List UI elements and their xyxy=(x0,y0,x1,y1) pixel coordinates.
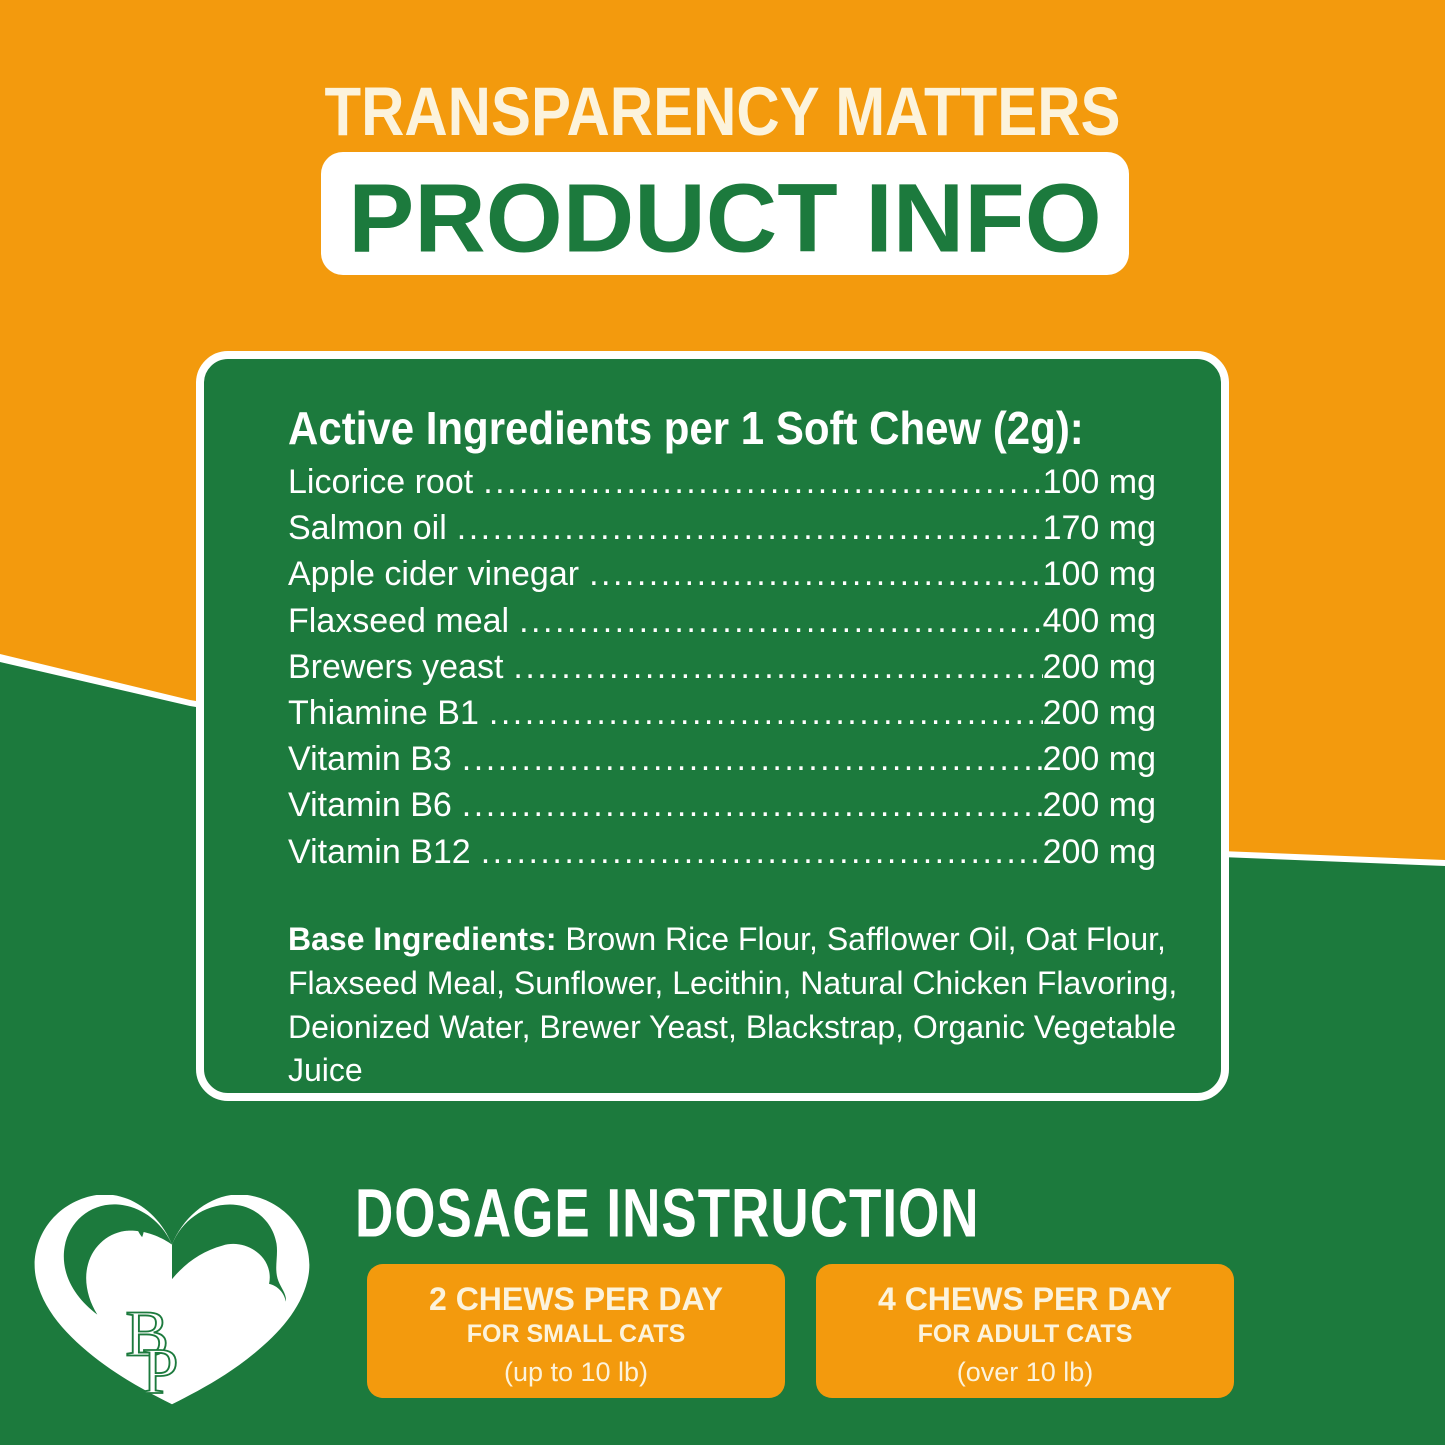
svg-text:P: P xyxy=(142,1336,178,1408)
